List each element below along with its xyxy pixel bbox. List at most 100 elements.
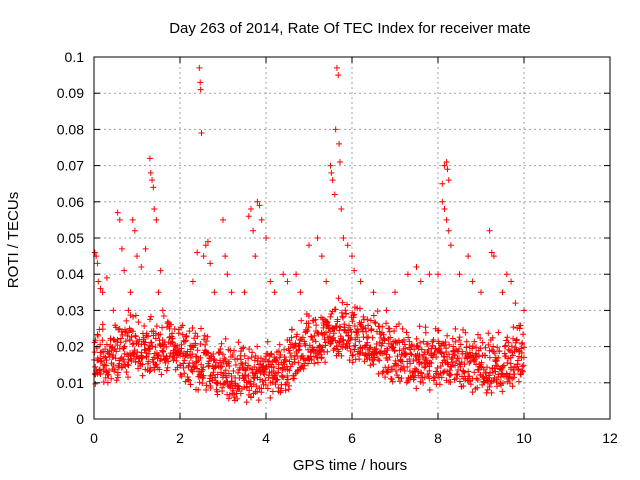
x-tick-label: 6 <box>348 430 356 446</box>
data-point <box>421 364 428 371</box>
data-point <box>395 362 402 369</box>
data-point <box>428 359 435 366</box>
data-point <box>371 354 378 361</box>
data-point <box>475 353 482 360</box>
data-point <box>285 376 292 383</box>
data-point <box>311 360 318 367</box>
data-point <box>316 342 323 349</box>
data-point <box>415 355 422 362</box>
data-point <box>445 227 452 234</box>
data-point <box>203 382 210 389</box>
data-point <box>229 352 236 359</box>
data-point <box>418 370 425 377</box>
data-point <box>322 339 329 346</box>
data-point <box>391 348 398 355</box>
data-point <box>132 312 139 319</box>
data-point <box>249 349 256 356</box>
data-point <box>333 64 340 71</box>
data-point <box>402 345 409 352</box>
data-point <box>189 278 196 285</box>
data-point <box>349 352 356 359</box>
data-point <box>413 263 420 270</box>
data-point <box>116 325 123 332</box>
x-tick-label: 0 <box>90 430 98 446</box>
data-point <box>351 311 358 318</box>
data-point <box>435 271 441 278</box>
data-point <box>338 206 345 213</box>
data-point <box>275 348 282 355</box>
data-point <box>309 317 316 324</box>
data-point <box>322 359 329 366</box>
data-point <box>394 353 401 360</box>
data-point <box>251 357 258 364</box>
data-point <box>480 366 487 373</box>
data-point <box>286 347 293 354</box>
data-point <box>340 336 347 343</box>
data-point <box>281 346 288 353</box>
y-tick-label: 0.06 <box>57 194 84 210</box>
data-point <box>146 316 153 323</box>
data-point <box>306 242 312 249</box>
data-point <box>484 386 491 393</box>
data-point <box>280 271 287 278</box>
data-point <box>156 366 163 373</box>
data-point <box>155 351 162 358</box>
data-point <box>245 355 252 362</box>
data-point <box>177 349 184 356</box>
data-point <box>113 377 120 384</box>
data-point <box>179 331 186 338</box>
data-point <box>105 367 112 374</box>
data-point <box>146 342 153 349</box>
data-point <box>478 359 485 366</box>
data-point <box>204 333 211 340</box>
data-point <box>360 313 367 320</box>
data-point <box>165 358 172 365</box>
data-point <box>316 351 323 358</box>
data-point <box>379 340 386 347</box>
data-point <box>493 383 500 390</box>
data-point <box>222 367 229 374</box>
data-point <box>436 381 443 388</box>
data-point <box>169 330 176 337</box>
y-tick-label: 0.01 <box>57 375 84 391</box>
data-point <box>379 323 386 330</box>
data-point <box>443 158 450 165</box>
data-point <box>506 371 513 378</box>
data-point <box>91 349 98 356</box>
data-point <box>339 299 346 306</box>
data-point <box>508 278 515 285</box>
data-point <box>486 383 493 390</box>
data-point <box>351 267 358 274</box>
data-point <box>212 374 219 381</box>
data-point <box>442 338 449 345</box>
data-point <box>93 345 100 352</box>
data-point <box>282 357 289 364</box>
data-point <box>121 328 128 335</box>
data-point <box>163 367 170 374</box>
data-point <box>100 379 107 386</box>
data-point <box>203 338 210 345</box>
data-point <box>483 389 490 396</box>
data-point <box>327 162 334 169</box>
data-point <box>159 347 166 354</box>
data-point <box>327 341 334 348</box>
data-point <box>336 140 343 147</box>
data-point <box>230 368 237 375</box>
data-point <box>391 347 398 354</box>
data-point <box>354 334 361 341</box>
data-point <box>287 350 294 357</box>
data-point <box>91 249 98 256</box>
data-point <box>159 324 166 331</box>
data-point <box>240 344 247 351</box>
data-point <box>395 321 402 327</box>
data-point <box>386 325 393 332</box>
y-tick-label: 0.02 <box>57 339 84 355</box>
data-point <box>231 347 238 354</box>
data-point <box>383 307 390 314</box>
x-tick-labels: 0 2 4 6 8 10 12 <box>90 430 618 446</box>
data-point <box>455 355 462 362</box>
data-point <box>185 377 192 384</box>
data-point <box>370 289 377 296</box>
data-point <box>486 374 493 381</box>
data-point <box>255 397 262 404</box>
